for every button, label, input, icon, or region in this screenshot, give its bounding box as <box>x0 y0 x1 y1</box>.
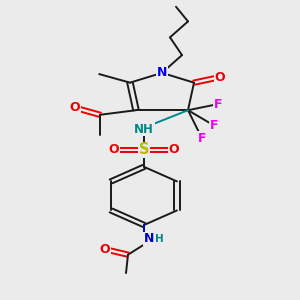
Text: O: O <box>169 143 179 157</box>
Text: F: F <box>214 98 222 111</box>
Text: NH: NH <box>134 123 154 136</box>
Text: O: O <box>215 70 225 84</box>
Text: H: H <box>155 234 164 244</box>
Text: O: O <box>100 243 110 256</box>
Text: F: F <box>198 132 206 145</box>
Text: N: N <box>157 66 167 80</box>
Text: O: O <box>70 101 80 114</box>
Text: S: S <box>139 142 149 158</box>
Text: F: F <box>210 119 218 132</box>
Text: O: O <box>109 143 119 157</box>
Text: N: N <box>144 232 154 245</box>
